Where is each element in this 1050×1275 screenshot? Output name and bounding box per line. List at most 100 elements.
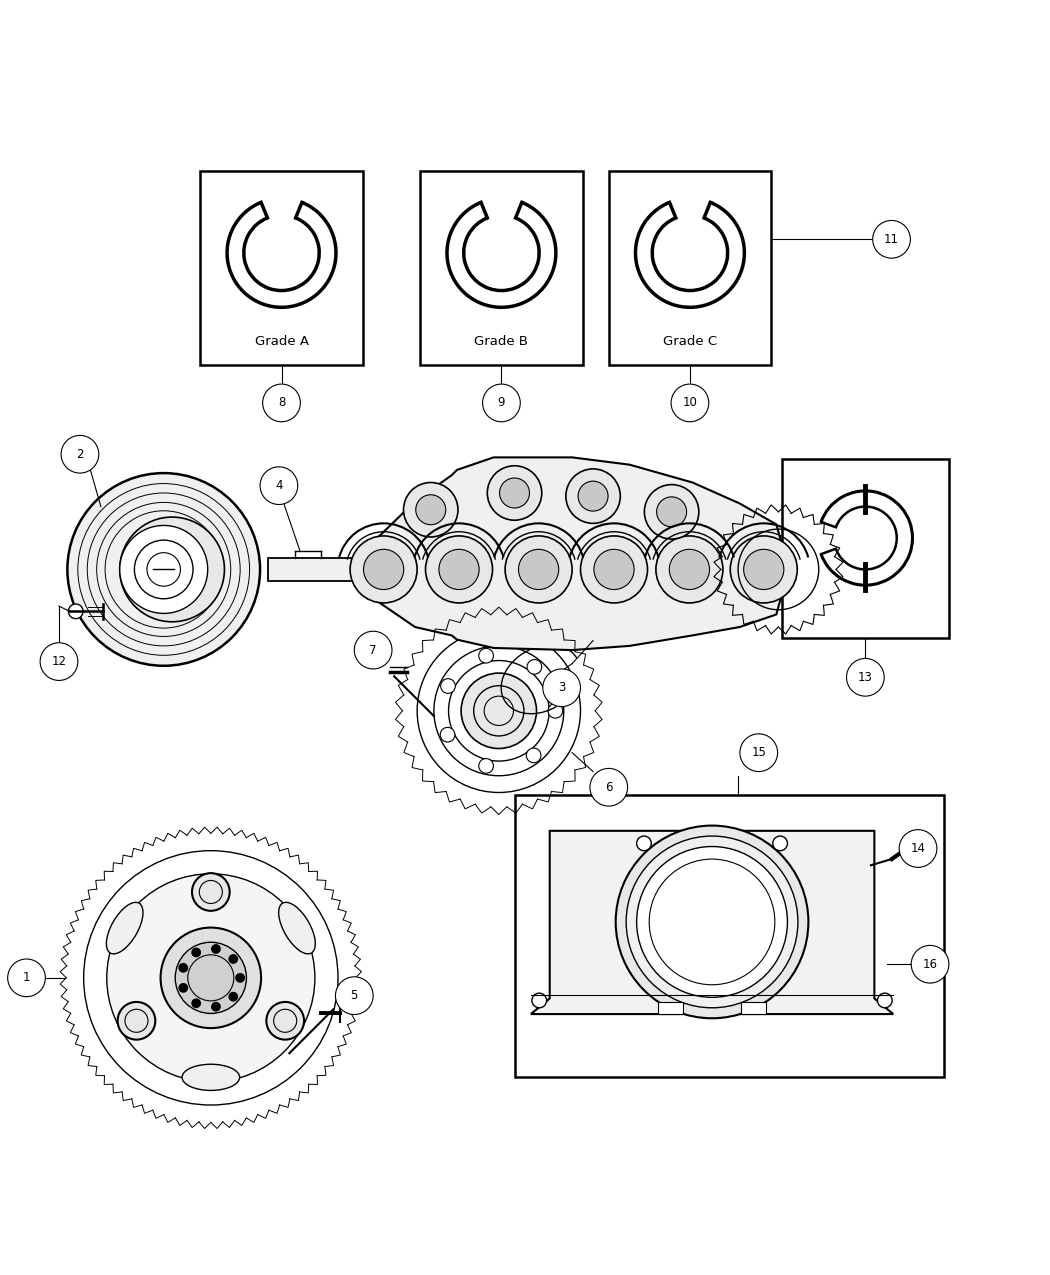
Bar — [201, 171, 362, 365]
Circle shape — [669, 550, 710, 589]
Circle shape — [566, 469, 621, 523]
Circle shape — [7, 959, 45, 997]
Text: Grade A: Grade A — [254, 335, 309, 348]
Text: 7: 7 — [370, 644, 377, 657]
Circle shape — [487, 465, 542, 520]
Circle shape — [743, 550, 784, 589]
Circle shape — [846, 658, 884, 696]
Circle shape — [656, 536, 722, 603]
Circle shape — [636, 847, 788, 997]
Bar — [420, 171, 583, 365]
Circle shape — [229, 955, 237, 963]
Circle shape — [212, 945, 220, 954]
Circle shape — [911, 945, 949, 983]
Text: 2: 2 — [77, 448, 84, 460]
Ellipse shape — [182, 1065, 239, 1090]
Circle shape — [440, 727, 455, 742]
Text: 10: 10 — [682, 397, 697, 409]
Text: 4: 4 — [275, 479, 282, 492]
Circle shape — [873, 221, 910, 258]
Text: 8: 8 — [278, 397, 286, 409]
Circle shape — [483, 384, 521, 422]
Circle shape — [350, 536, 417, 603]
Circle shape — [441, 678, 456, 694]
Circle shape — [581, 536, 648, 603]
Circle shape — [505, 536, 572, 603]
Circle shape — [899, 830, 937, 867]
Circle shape — [461, 673, 537, 748]
Circle shape — [118, 1002, 155, 1039]
Bar — [514, 794, 944, 1077]
Circle shape — [636, 836, 651, 850]
Circle shape — [548, 704, 563, 718]
Text: 16: 16 — [923, 958, 938, 970]
Circle shape — [354, 631, 392, 669]
Circle shape — [267, 1002, 304, 1039]
Text: 12: 12 — [51, 655, 66, 668]
Text: 5: 5 — [351, 989, 358, 1002]
Circle shape — [229, 992, 237, 1001]
Text: 15: 15 — [752, 746, 766, 759]
Polygon shape — [531, 831, 894, 1014]
Circle shape — [120, 518, 225, 622]
Circle shape — [671, 384, 709, 422]
Circle shape — [175, 942, 247, 1014]
Polygon shape — [368, 458, 795, 650]
Circle shape — [180, 984, 188, 992]
Circle shape — [354, 551, 392, 588]
Bar — [609, 171, 771, 365]
Circle shape — [526, 748, 541, 762]
Circle shape — [61, 435, 99, 473]
Circle shape — [773, 836, 788, 850]
Circle shape — [120, 525, 208, 613]
Circle shape — [479, 759, 493, 773]
Bar — [741, 1002, 766, 1014]
Circle shape — [579, 481, 608, 511]
Circle shape — [236, 974, 245, 982]
Circle shape — [67, 473, 260, 666]
Circle shape — [335, 977, 373, 1015]
Bar — [781, 459, 949, 638]
Circle shape — [212, 1002, 220, 1011]
Circle shape — [740, 734, 778, 771]
Text: 14: 14 — [910, 842, 925, 856]
Circle shape — [425, 536, 492, 603]
Circle shape — [68, 604, 83, 618]
Circle shape — [626, 836, 798, 1007]
Circle shape — [543, 669, 581, 706]
Circle shape — [479, 649, 493, 663]
Circle shape — [527, 659, 542, 674]
Circle shape — [180, 964, 188, 972]
Circle shape — [532, 993, 547, 1007]
Circle shape — [590, 769, 628, 806]
Ellipse shape — [106, 903, 143, 954]
Circle shape — [192, 873, 230, 910]
Circle shape — [40, 643, 78, 681]
Ellipse shape — [278, 903, 315, 954]
Circle shape — [403, 482, 458, 537]
Circle shape — [656, 497, 687, 527]
Text: 9: 9 — [498, 397, 505, 409]
Text: 1: 1 — [23, 972, 30, 984]
Circle shape — [730, 536, 797, 603]
Circle shape — [260, 467, 298, 505]
Circle shape — [500, 478, 529, 507]
Text: 13: 13 — [858, 671, 873, 683]
Text: Grade C: Grade C — [663, 335, 717, 348]
Text: 6: 6 — [605, 780, 612, 794]
Circle shape — [645, 484, 699, 539]
Bar — [269, 558, 373, 581]
Bar — [657, 1002, 682, 1014]
Circle shape — [161, 928, 261, 1028]
Text: 3: 3 — [558, 681, 565, 695]
Circle shape — [439, 550, 479, 589]
Circle shape — [878, 993, 892, 1007]
Circle shape — [192, 949, 201, 956]
Circle shape — [107, 873, 315, 1082]
Text: Grade B: Grade B — [475, 335, 528, 348]
Circle shape — [363, 550, 404, 589]
Circle shape — [615, 826, 808, 1019]
Circle shape — [416, 495, 446, 525]
Circle shape — [192, 1000, 201, 1007]
Text: 11: 11 — [884, 233, 899, 246]
